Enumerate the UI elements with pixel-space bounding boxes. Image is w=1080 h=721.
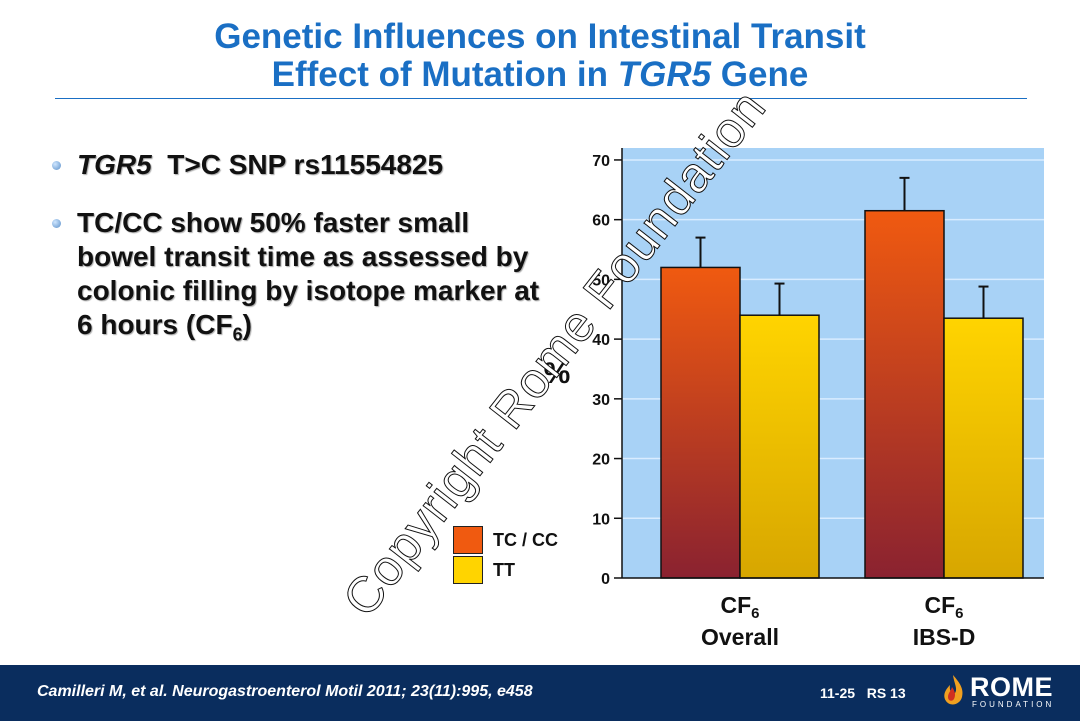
logo-name: ROME (970, 671, 1053, 702)
y-tick-label: 50 (592, 272, 610, 289)
logo-subtitle: FOUNDATION (972, 699, 1055, 709)
bullet-transit-sub: 6 (232, 324, 243, 345)
bullet-dot-icon (52, 219, 61, 228)
y-tick-label: 30 (592, 392, 610, 409)
bar-tt (739, 314, 820, 579)
y-tick-label: 40 (592, 332, 610, 349)
bullet-snp-text: T>C SNP rs11554825 (151, 149, 444, 180)
bullet-gene-name: TGR5 (77, 149, 152, 180)
title-line-2-suffix: Gene (711, 55, 809, 94)
citation: Camilleri M, et al. Neurogastroenterol M… (37, 683, 533, 700)
title-line-2: Effect of Mutation in TGR5 Gene (0, 56, 1080, 94)
slide-number: 11-25 RS 13 (820, 685, 906, 701)
x-tick-label: CF6 (720, 592, 759, 622)
x-tick-label-group: Overall (701, 624, 779, 650)
bar-tc-cc (864, 209, 945, 579)
y-tick-label: 0 (601, 571, 610, 588)
flame-icon (944, 675, 963, 705)
footer-bar: Camilleri M, et al. Neurogastroenterol M… (0, 665, 1080, 721)
legend-label-tc-cc: TC / CC (493, 529, 558, 550)
legend-swatch-tt (453, 556, 483, 584)
bullet-dot-icon (52, 161, 61, 170)
bar-tt (943, 317, 1024, 579)
title-line-1: Genetic Influences on Intestinal Transit (214, 17, 866, 56)
legend-item-tt: TT (453, 556, 515, 584)
y-axis-label: % (544, 357, 571, 390)
title-gene-name: TGR5 (617, 55, 712, 94)
bar-tc-cc (660, 266, 741, 579)
legend-item-tc-cc: TC / CC (453, 526, 558, 554)
rome-foundation-logo: ROME FOUNDATION (940, 673, 1054, 709)
bullet-transit-end: ) (242, 309, 252, 340)
bullet-transit-text: TC/CC show 50% faster small bowel transi… (77, 207, 540, 340)
legend-swatch-tc-cc (453, 526, 483, 554)
y-tick-label: 10 (592, 511, 610, 528)
title-line-2-prefix: Effect of Mutation in (271, 55, 618, 94)
x-tick-label: CF6 (924, 592, 963, 622)
legend-label-tt: TT (493, 559, 515, 580)
title-divider (55, 98, 1027, 99)
y-tick-label: 70 (592, 153, 610, 170)
x-tick-label-group: IBS-D (913, 624, 976, 650)
y-tick-label: 60 (592, 213, 610, 230)
bullet-snp: TGR5 T>C SNP rs11554825 (52, 148, 443, 182)
y-tick-label: 20 (592, 452, 610, 469)
bullet-transit: TC/CC show 50% faster small bowel transi… (52, 206, 552, 352)
slide-title: Genetic Influences on Intestinal Transit… (0, 18, 1080, 94)
